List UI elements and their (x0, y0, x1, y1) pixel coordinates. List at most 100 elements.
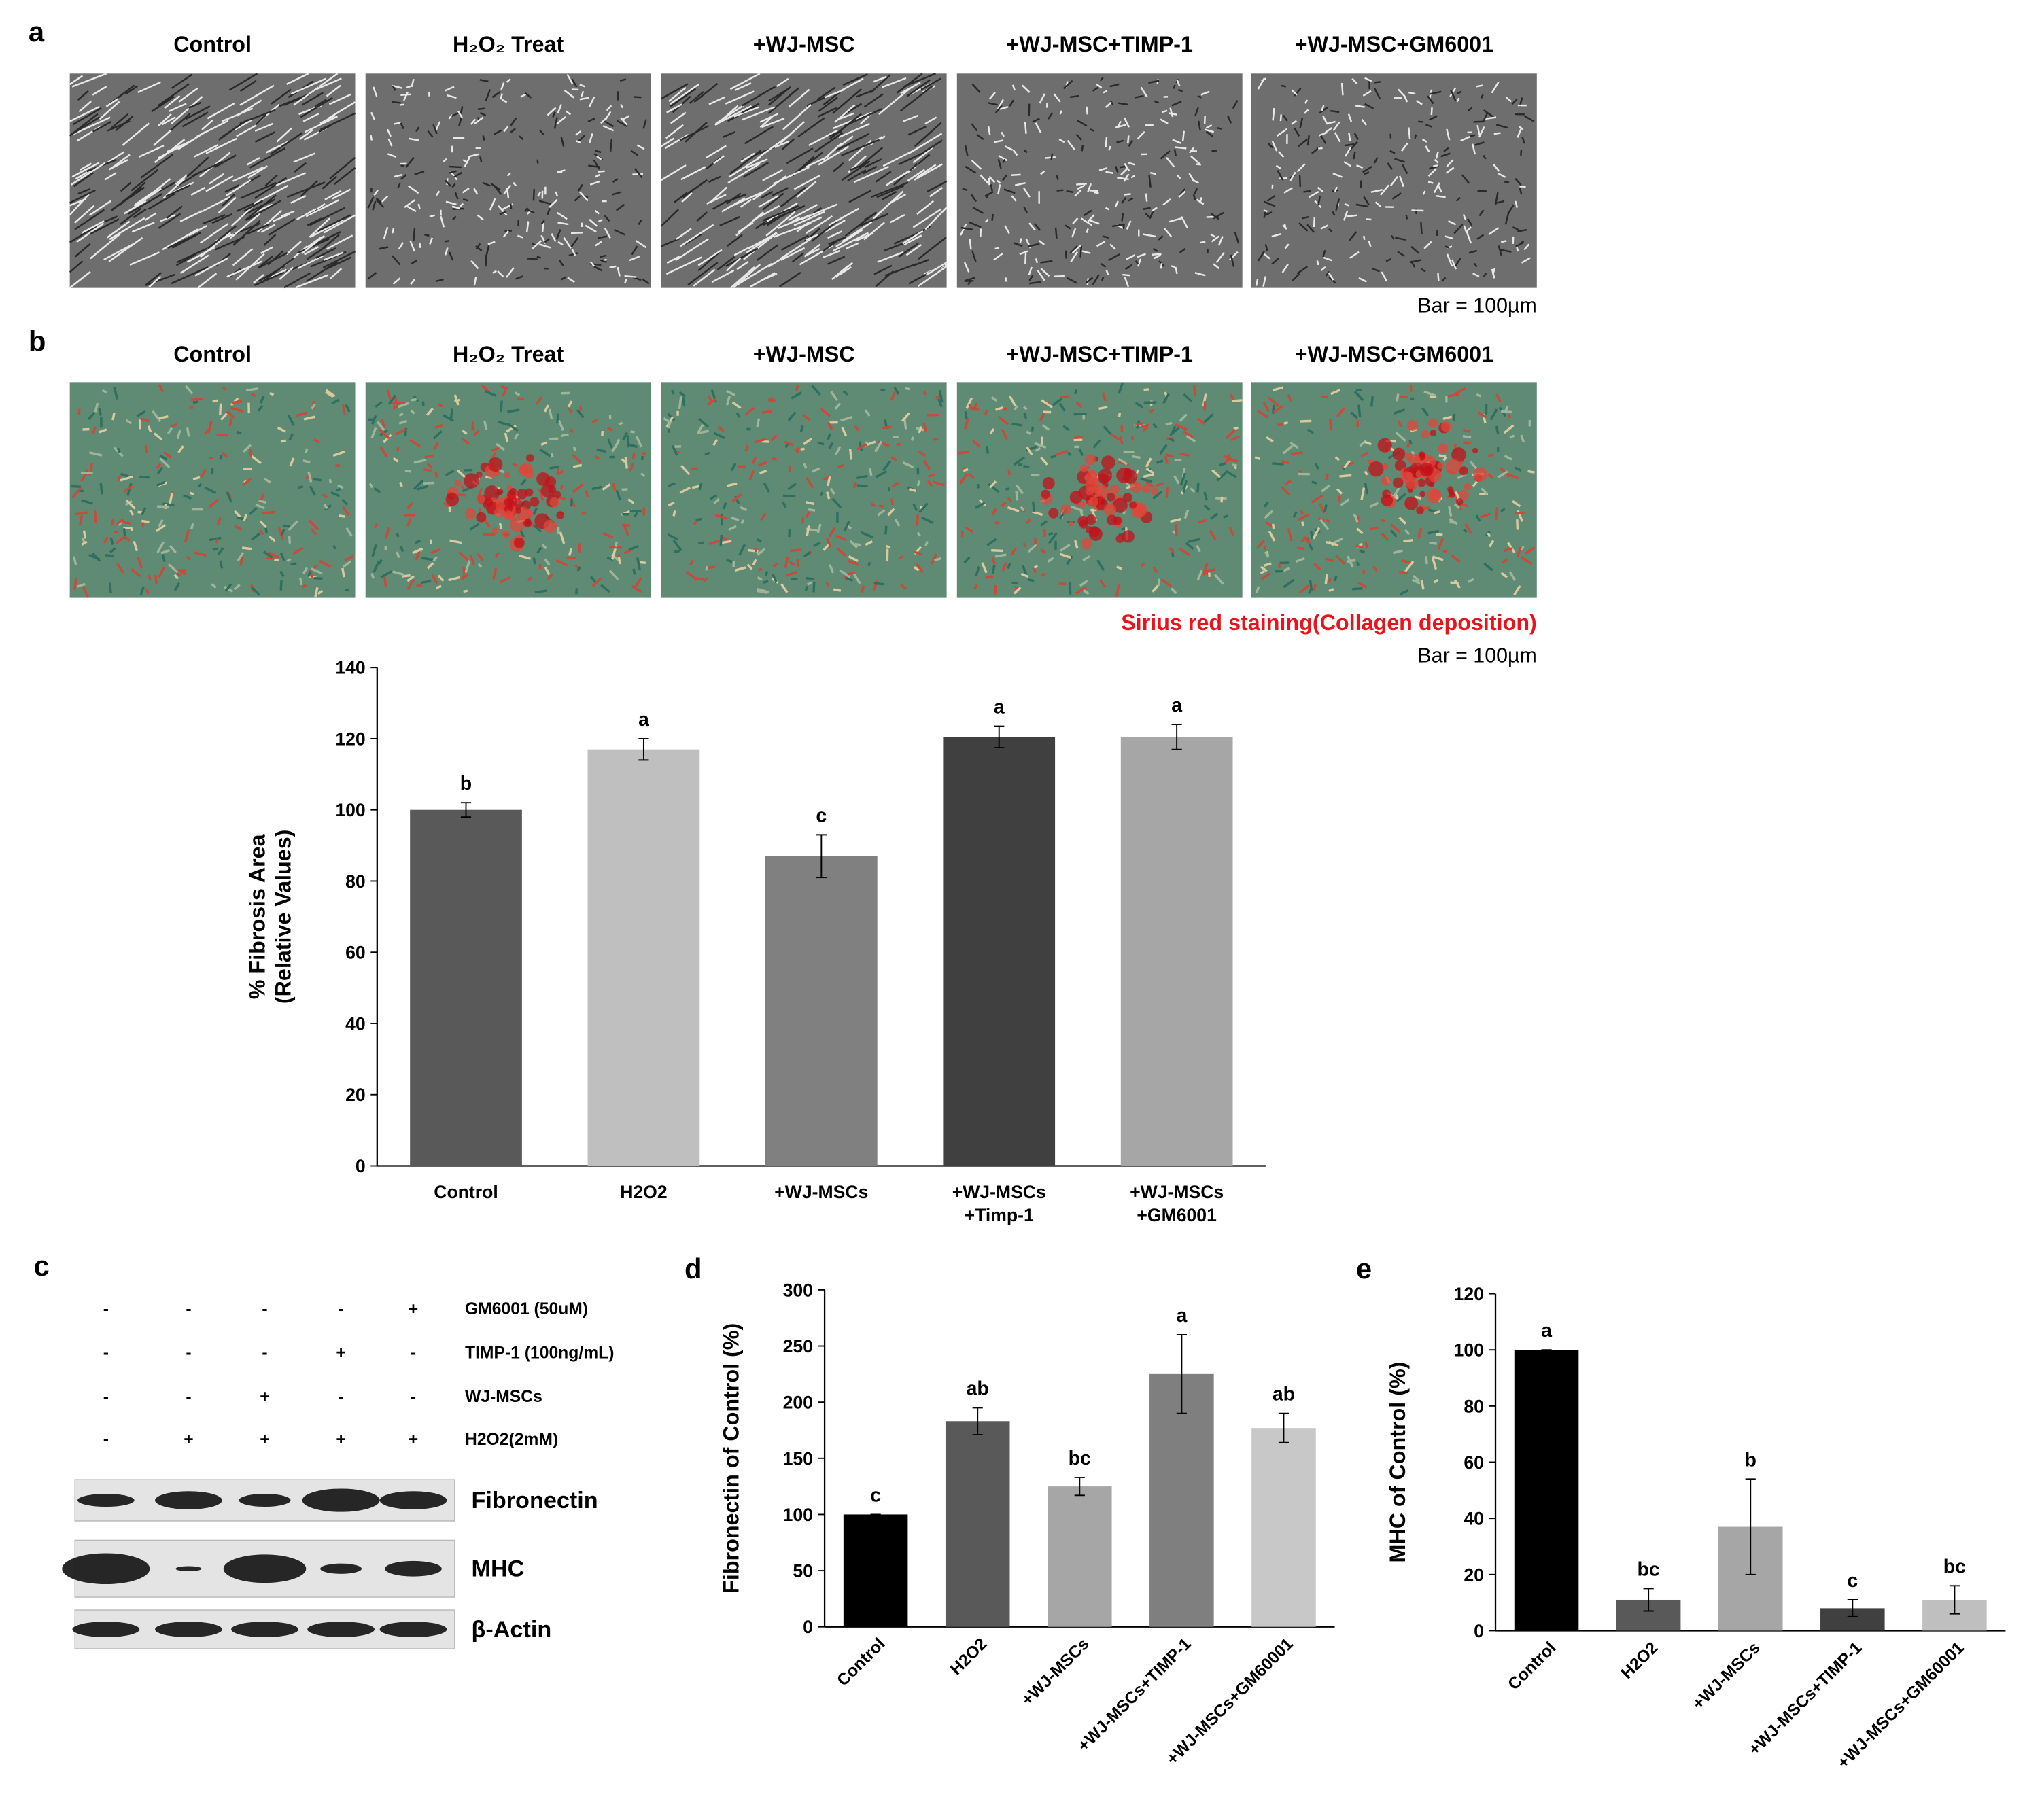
collagen-deposit (1069, 521, 1074, 527)
collagen-deposit (525, 510, 533, 518)
cell-texture (1098, 407, 1107, 408)
cell-texture (698, 542, 704, 543)
cell-texture (1032, 427, 1033, 432)
cell-texture (1018, 464, 1022, 465)
x-tick-label: H2O2 (620, 1182, 667, 1202)
collagen-deposit (1419, 463, 1433, 476)
cell-texture (392, 102, 400, 103)
collagen-deposit (1104, 504, 1117, 517)
cell-texture (281, 440, 286, 442)
cell-texture (1291, 453, 1302, 454)
cell-texture (501, 401, 502, 413)
collagen-deposit (504, 498, 513, 507)
cell-texture (1408, 442, 1409, 447)
cell-texture (1149, 410, 1154, 411)
scale-bar-note: Bar = 100µm (1417, 294, 1536, 317)
cell-texture (1275, 571, 1283, 572)
cell-texture (850, 449, 852, 460)
image-title: +WJ-MSC+TIMP-1 (1007, 32, 1193, 56)
blot-band (155, 1491, 222, 1509)
treatment-sign: + (260, 1431, 269, 1449)
treatment-sign: - (338, 1300, 343, 1318)
cell-texture (397, 533, 398, 536)
cell-texture (969, 404, 971, 408)
scale-bar-note: Bar = 100µm (1417, 644, 1536, 667)
cell-texture (797, 559, 798, 567)
cell-texture (627, 436, 629, 448)
cell-texture (480, 156, 481, 162)
cell-texture (1361, 181, 1362, 188)
micrograph-bg (366, 73, 651, 287)
cell-texture (1003, 408, 1007, 410)
cell-texture (763, 581, 768, 582)
cell-texture (619, 423, 623, 425)
collagen-deposit (530, 497, 539, 506)
collagen-deposit (1101, 455, 1115, 469)
cell-texture (1067, 191, 1073, 192)
cell-texture (1411, 210, 1423, 211)
micrograph (366, 73, 651, 287)
cell-texture (1232, 400, 1242, 401)
micrograph (957, 73, 1243, 287)
cell-texture (1330, 419, 1331, 430)
blot-band (175, 1566, 201, 1571)
cell-texture (1285, 224, 1286, 230)
cell-texture (209, 457, 213, 458)
cell-texture (270, 393, 274, 395)
collagen-deposit (1084, 475, 1090, 480)
image-title: +WJ-MSC (753, 342, 855, 366)
blot-band (62, 1553, 150, 1584)
significance-letter: a (1171, 695, 1183, 716)
cell-texture (336, 489, 340, 491)
collagen-deposit (526, 454, 534, 462)
cell-texture (977, 484, 978, 488)
cell-texture (551, 453, 553, 457)
cell-texture (157, 506, 169, 507)
cell-texture (1277, 424, 1283, 425)
cell-texture (795, 449, 799, 450)
x-tick-label: +WJ-MSCs (952, 1182, 1046, 1202)
cell-texture (772, 458, 777, 459)
cell-texture (535, 591, 547, 592)
micrograph (661, 73, 947, 287)
cell-texture (1119, 413, 1120, 417)
cell-texture (71, 486, 81, 487)
collagen-deposit (455, 480, 462, 487)
micrograph (957, 382, 1243, 597)
cell-texture (262, 512, 275, 513)
cell-texture (1284, 423, 1288, 424)
cell-texture (345, 590, 349, 591)
cell-texture (889, 487, 890, 491)
cell-texture (1406, 215, 1407, 219)
collagen-deposit (1096, 489, 1102, 495)
x-tick-label: H2O2 (1618, 1639, 1662, 1683)
image-title: +WJ-MSC+TIMP-1 (1007, 342, 1193, 366)
y-tick-label: 80 (345, 871, 366, 892)
cell-texture (1012, 423, 1022, 425)
cell-texture (848, 573, 855, 574)
x-tick-label: +WJ-MSCs+TIMP-1 (1746, 1639, 1866, 1759)
significance-letter: c (870, 1484, 881, 1506)
y-tick-label: 100 (335, 800, 365, 820)
cell-texture (1335, 576, 1336, 581)
image-title: +WJ-MSC (753, 32, 855, 56)
cell-texture (766, 572, 767, 576)
cell-texture (1317, 260, 1319, 265)
treatment-sign: + (336, 1344, 345, 1363)
treatment-name: TIMP-1 (100ng/mL) (465, 1344, 614, 1363)
cell-texture (455, 400, 460, 401)
cell-texture (762, 411, 772, 413)
cell-texture (1171, 266, 1175, 267)
cell-texture (1370, 528, 1379, 529)
treatment-sign: - (103, 1344, 109, 1363)
cell-texture (1228, 460, 1238, 461)
cell-texture (695, 519, 702, 520)
y-axis-label: MHC of Control (%) (1385, 1362, 1410, 1563)
y-tick-label: 120 (1454, 1284, 1484, 1304)
cell-texture (452, 146, 453, 153)
cell-texture (1264, 210, 1268, 211)
cell-texture (95, 510, 96, 523)
treatment-sign: - (411, 1344, 416, 1363)
significance-letter: b (1745, 1449, 1756, 1471)
